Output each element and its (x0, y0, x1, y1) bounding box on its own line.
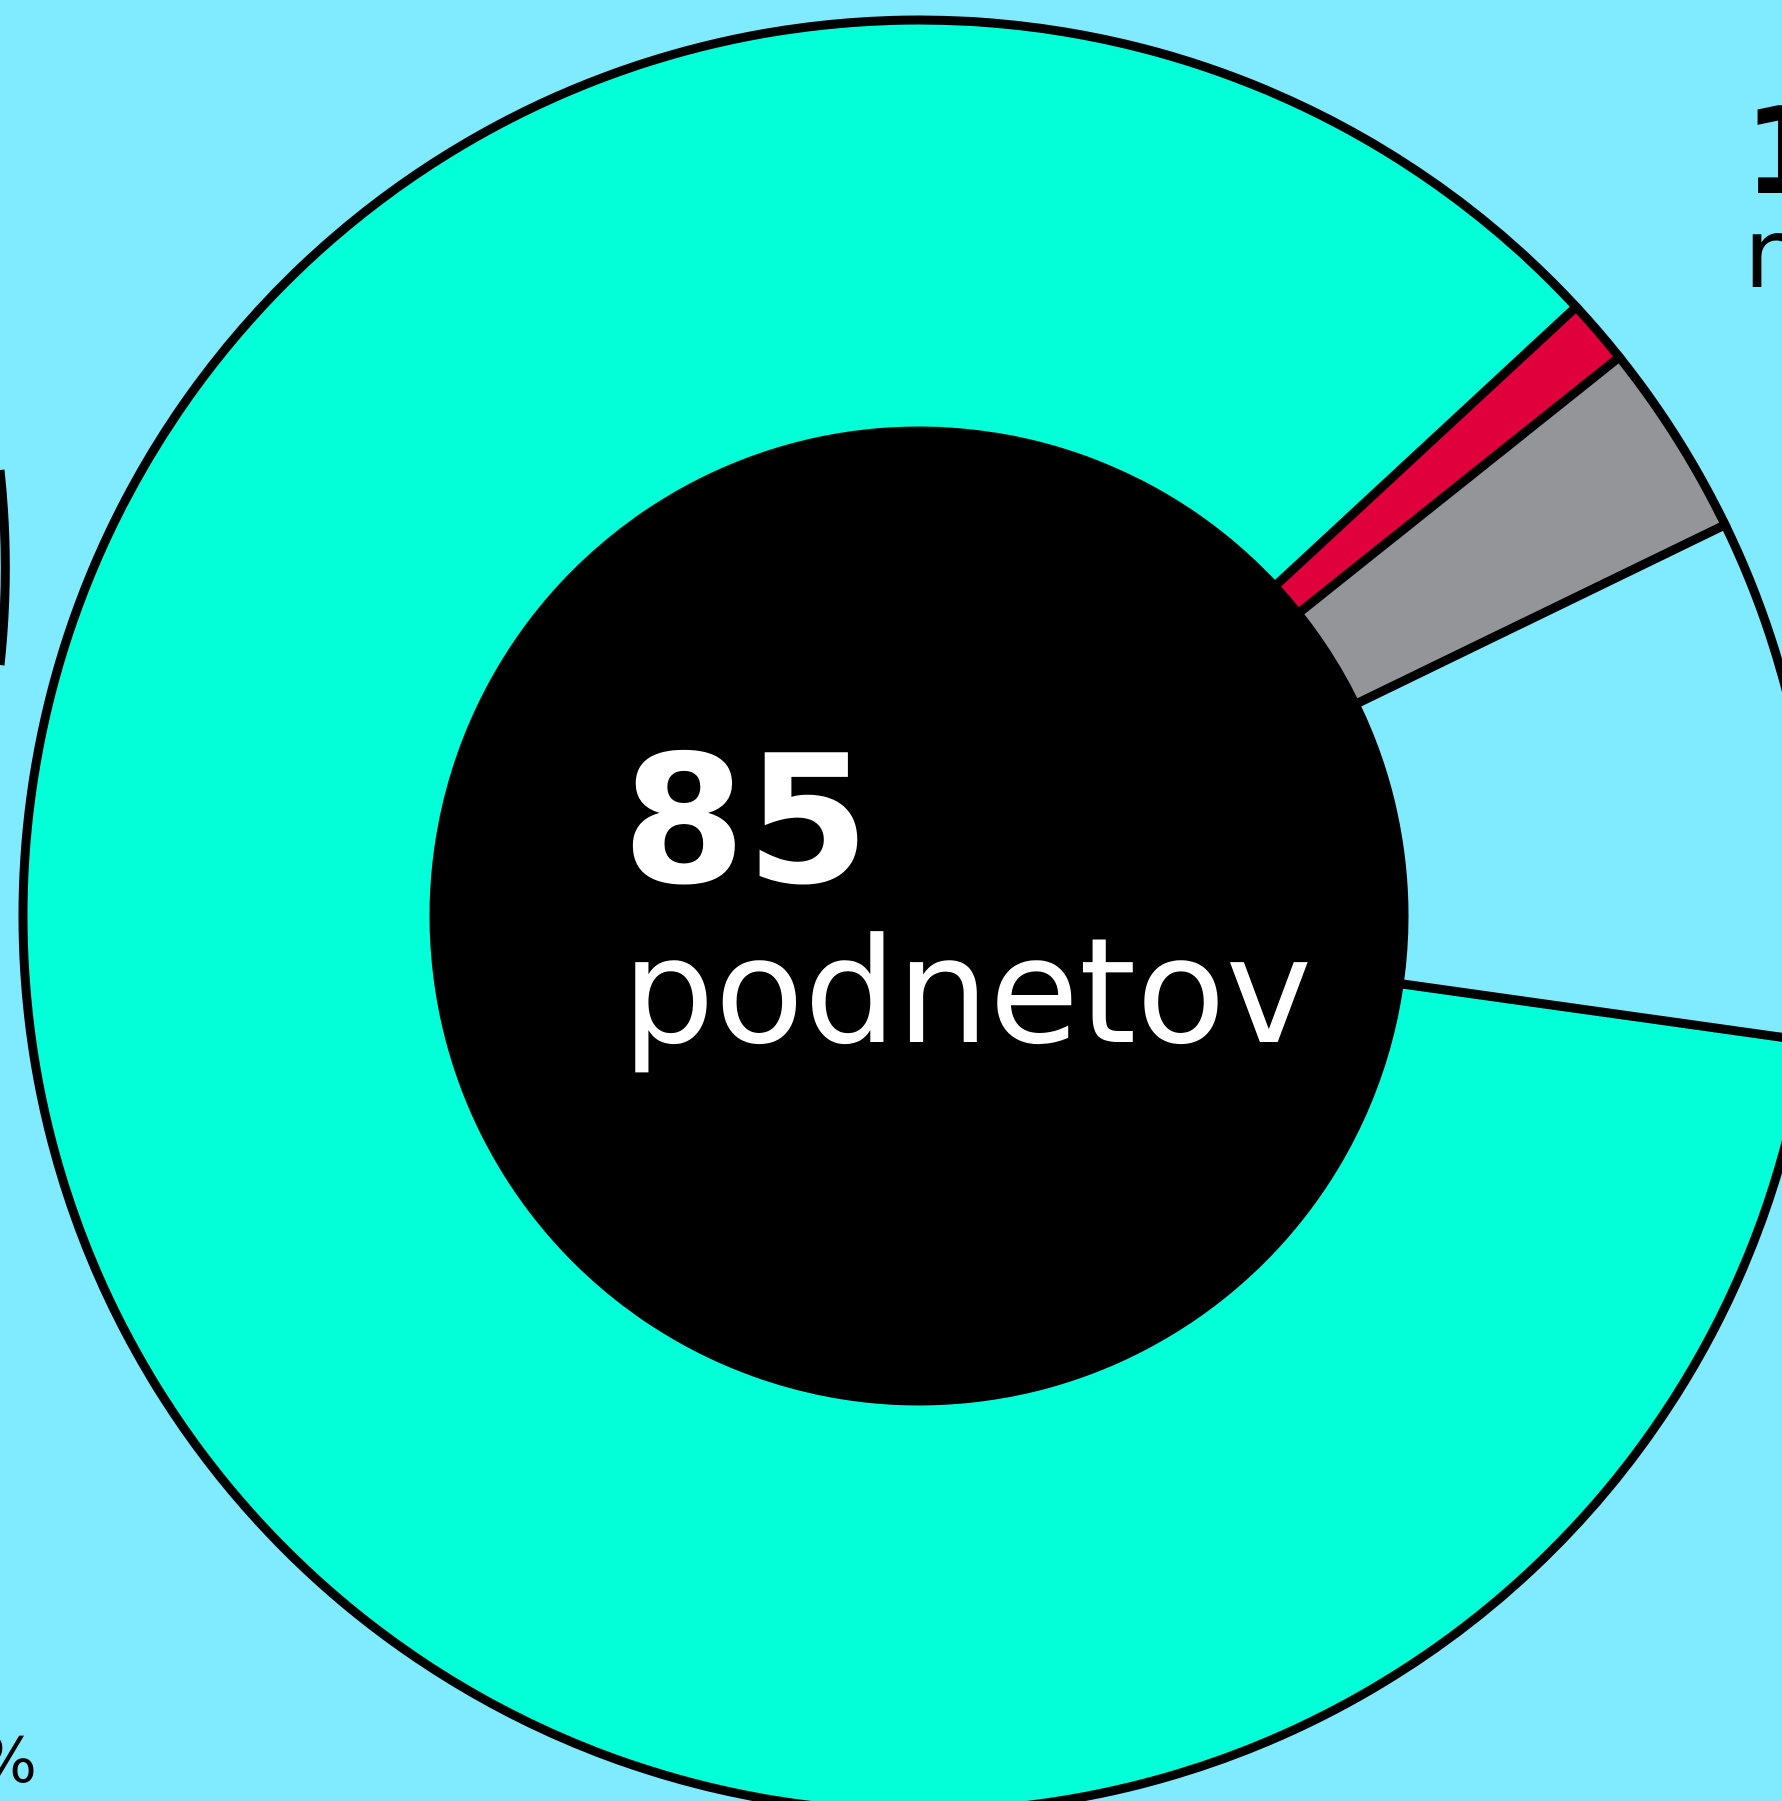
slices (18, 15, 1782, 1801)
center-value: 85 (622, 717, 870, 924)
slice-label: n (1744, 198, 1782, 310)
center-label: podnetov (622, 907, 1312, 1077)
slice-label: % (0, 1724, 37, 1797)
neighbor-chart-edge (0, 469, 10, 666)
slice-label: 1 (1744, 83, 1782, 222)
donut-hole (434, 431, 1404, 1401)
